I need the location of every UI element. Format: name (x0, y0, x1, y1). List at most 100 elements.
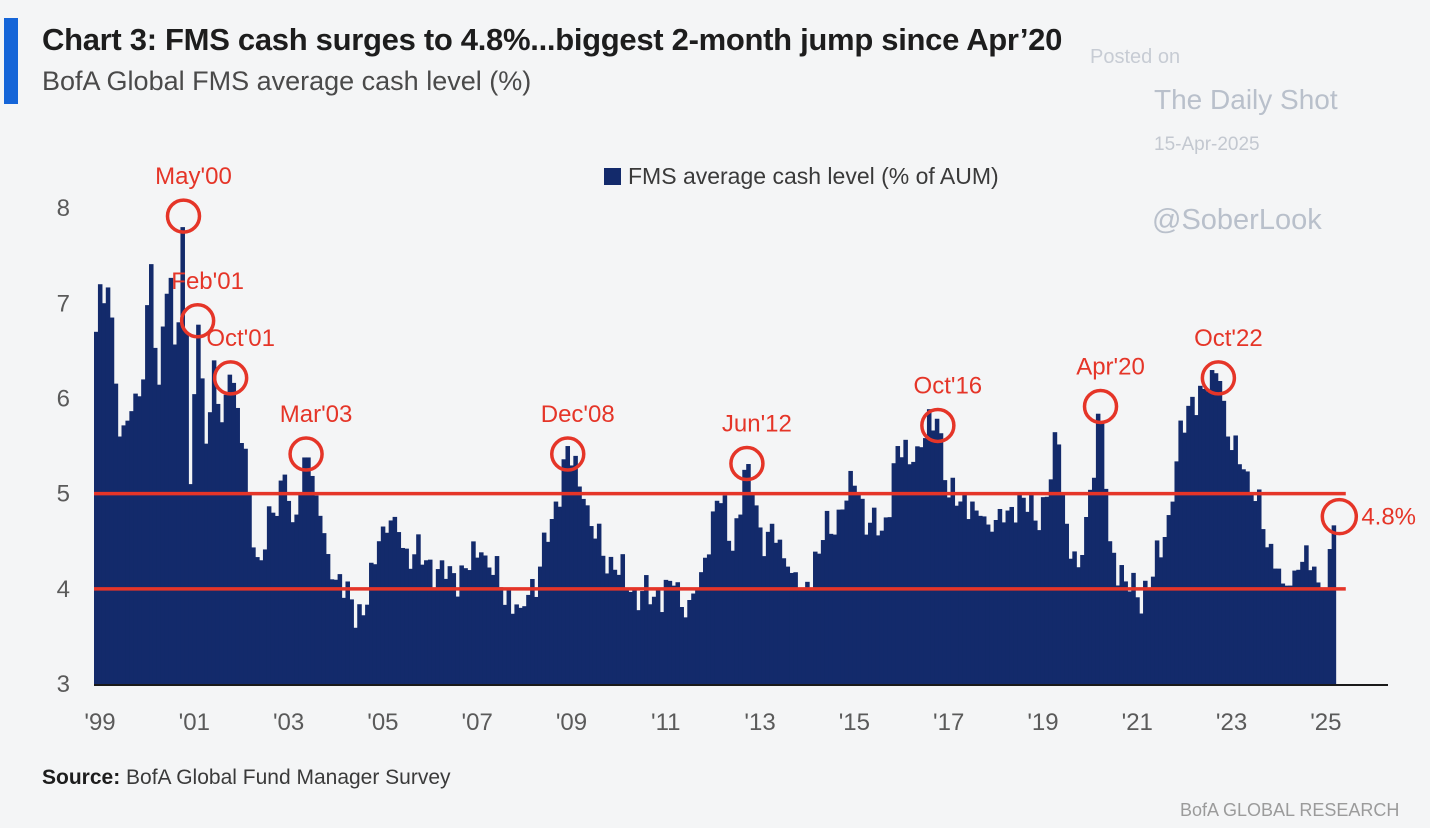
bar (1319, 588, 1325, 684)
bar (993, 520, 999, 684)
x-tick-label: '01 (179, 709, 210, 736)
bar (604, 573, 610, 684)
x-tick-label: '17 (933, 709, 964, 736)
bar (950, 477, 956, 684)
bar (809, 588, 814, 684)
bar (813, 551, 818, 684)
axes: 3 4 5 6 7 8 '99 '01 '03 '05 '07 '09 '11 '13 '15 '17 '19 '… (57, 195, 1388, 736)
bar (192, 394, 197, 684)
bar (1300, 561, 1305, 684)
bar (1225, 436, 1231, 684)
bar (1194, 415, 1199, 684)
bar (435, 569, 441, 684)
bar (329, 579, 335, 684)
bar (97, 284, 103, 684)
bar (125, 420, 130, 684)
bar (1091, 477, 1097, 684)
bar (266, 506, 272, 684)
bar (589, 526, 594, 684)
bar (616, 574, 622, 684)
bar (522, 606, 527, 684)
bar (105, 287, 111, 684)
annotation-circle (729, 445, 765, 482)
bar (1229, 450, 1235, 684)
bar (600, 555, 606, 684)
bar (978, 515, 983, 684)
bar (801, 588, 806, 684)
bar (557, 506, 563, 684)
bar (471, 541, 476, 684)
bar (1292, 570, 1297, 684)
bar (1245, 471, 1250, 684)
y-tick-label: 8 (57, 195, 70, 222)
bar (754, 505, 759, 684)
bar (286, 500, 292, 684)
bar (443, 578, 449, 684)
x-tick-label: '07 (462, 709, 493, 736)
annotation-label: Jun'12 (722, 411, 792, 438)
bar (1154, 540, 1160, 684)
bar (357, 604, 362, 684)
bar (628, 591, 633, 684)
source-label: Source: (42, 766, 121, 789)
bar (310, 475, 315, 684)
bar (765, 531, 771, 684)
bar (553, 501, 559, 684)
bar (887, 517, 893, 684)
y-tick-label: 7 (57, 290, 70, 317)
bar (498, 587, 504, 684)
bar (486, 567, 492, 684)
bar (864, 534, 869, 684)
x-tick-label: '13 (744, 709, 775, 736)
bar (270, 512, 276, 684)
annotation-circle (1200, 360, 1237, 396)
bar (514, 604, 519, 684)
bar (734, 518, 739, 684)
bar (1260, 529, 1266, 684)
bar (620, 554, 626, 684)
bar (1327, 549, 1333, 684)
bar (325, 554, 331, 684)
bar (592, 538, 598, 684)
bar (384, 532, 390, 684)
bar (820, 540, 826, 684)
annotation-label: Mar'03 (280, 401, 353, 428)
bar (176, 322, 182, 684)
bar (930, 430, 936, 684)
bar (1158, 557, 1164, 684)
bar (518, 607, 523, 684)
bar (479, 552, 484, 684)
bar (938, 433, 944, 684)
bar (408, 568, 413, 684)
x-tick-label: '25 (1310, 709, 1341, 736)
bar (1217, 380, 1223, 684)
bar (349, 599, 354, 684)
annotation-circle (1320, 497, 1359, 536)
bar (974, 510, 979, 684)
bar (1123, 581, 1128, 684)
bar (958, 501, 963, 684)
bar (388, 520, 394, 684)
bar (1331, 525, 1337, 684)
bar (404, 548, 409, 684)
bar (911, 461, 916, 684)
bar (482, 555, 488, 684)
bar (663, 579, 669, 684)
bar (133, 393, 138, 684)
bar (1166, 515, 1172, 684)
bar (903, 439, 908, 684)
bar (710, 511, 716, 684)
bar (431, 590, 437, 684)
bar (1005, 510, 1011, 684)
bar (231, 382, 237, 684)
bar (506, 589, 512, 684)
reference-lines (94, 491, 1346, 591)
source-text: BofA Global Fund Manager Survey (120, 766, 451, 789)
legend-swatch (604, 168, 621, 185)
bar (416, 534, 421, 684)
bar (1099, 422, 1105, 684)
bar (773, 542, 779, 684)
bar (184, 332, 189, 684)
bar (691, 593, 696, 684)
annotation-circle (920, 407, 956, 444)
